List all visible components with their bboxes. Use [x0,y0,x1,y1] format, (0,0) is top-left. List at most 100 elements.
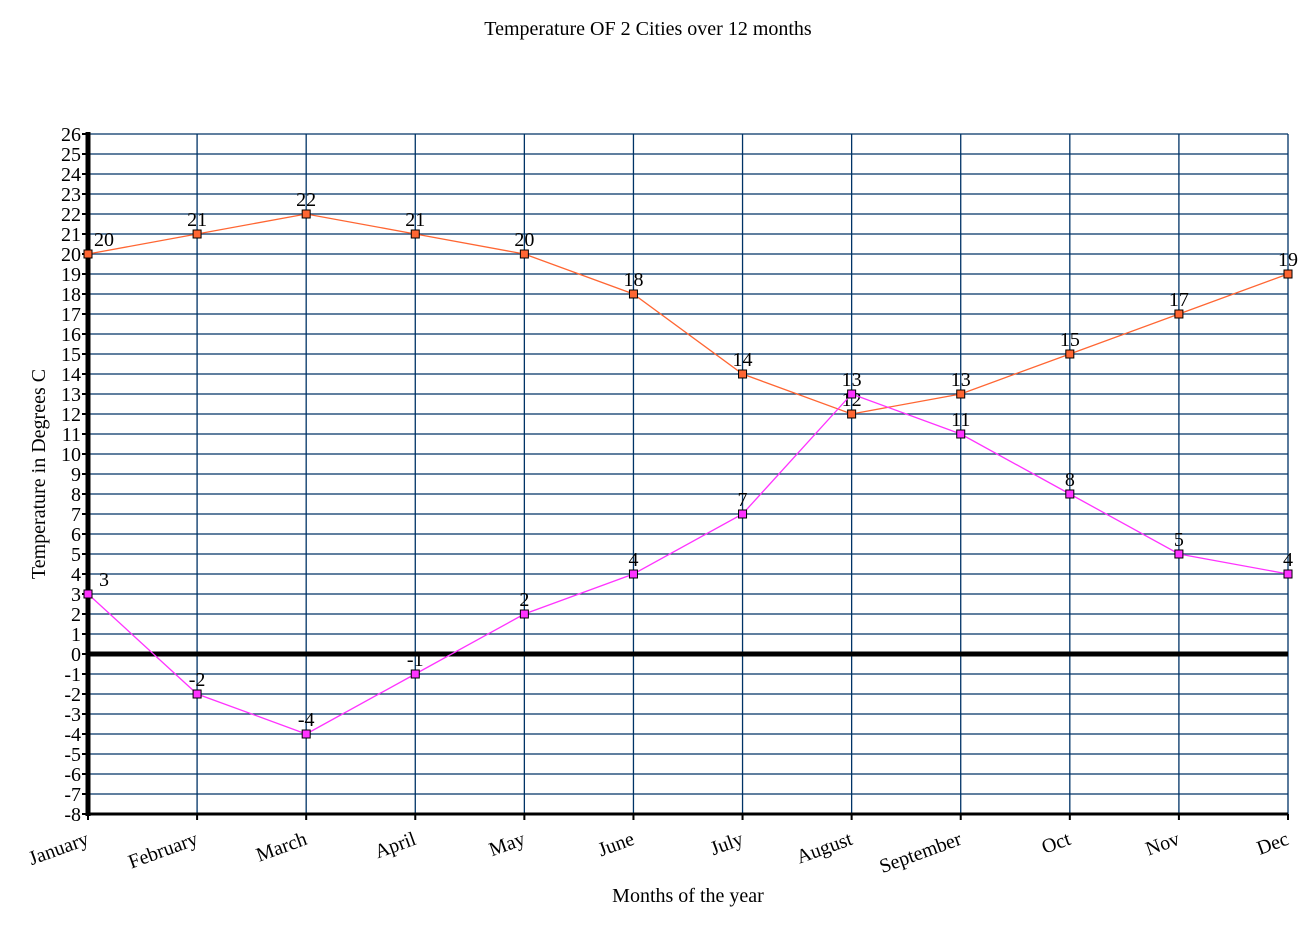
data-point [956,389,966,399]
data-label: 20 [514,229,534,251]
x-tick-label: June [595,828,637,861]
y-tick-label: 8 [71,484,81,506]
y-tick-label: 2 [71,604,81,626]
series-line [87,393,1289,735]
x-tick-label: Dec [1254,828,1292,860]
y-tick-label: 16 [61,324,81,346]
grid [88,133,1289,815]
series-group: 2021222120181412131517193-2-4-1247131185… [83,189,1298,739]
data-label: 12 [842,389,862,411]
x-tick-label: March [253,828,310,867]
data-point [1174,309,1184,319]
data-label: 4 [1283,549,1293,571]
axes [82,132,1289,820]
data-label: 11 [951,409,970,431]
x-tick-label: September [877,828,965,878]
y-tick-label: -4 [64,724,81,746]
data-label: 18 [623,269,643,291]
y-tick-label: -7 [64,784,81,806]
y-tick-label: 0 [71,644,81,666]
data-label: 15 [1060,329,1080,351]
data-label: -1 [407,649,424,671]
data-label: 13 [951,369,971,391]
y-tick-label: -6 [64,764,81,786]
y-tick-label: 4 [71,564,81,586]
data-point [1065,349,1075,359]
data-point [847,389,857,399]
data-point [301,209,311,219]
data-point [628,289,638,299]
data-label: 17 [1169,289,1189,311]
y-tick-label: 14 [61,364,81,386]
y-tick-label: -2 [64,684,81,706]
y-tick-label: 5 [71,544,81,566]
y-tick-labels: -8-7-6-5-4-3-2-1012345678910111213141516… [61,124,81,826]
data-point [301,729,311,739]
data-point [1283,269,1293,279]
y-tick-label: 21 [61,224,81,246]
x-tick-label: April [372,828,420,863]
x-tick-labels: January February March April May June July Augu… [26,828,1292,878]
data-label: -4 [298,709,315,731]
y-tick-label: 6 [71,524,81,546]
x-tick-label: July [707,828,746,860]
y-tick-label: 7 [71,504,81,526]
data-label: 20 [94,229,114,251]
x-tick-label: February [125,828,200,873]
x-axis-label: Months of the year [612,885,764,907]
y-tick-label: -1 [64,664,81,686]
data-label: 7 [738,489,748,511]
data-point [83,249,93,259]
y-tick-label: 26 [61,124,81,146]
data-label: -2 [189,669,206,691]
y-tick-label: 3 [71,584,81,606]
y-tick-label: 20 [61,244,81,266]
y-tick-label: -8 [64,804,81,826]
data-label: 21 [405,209,425,231]
data-label: 5 [1174,529,1184,551]
y-tick-label: 22 [61,204,81,226]
series-line [87,213,1289,415]
y-tick-label: 17 [61,304,81,326]
y-tick-label: 12 [61,404,81,426]
data-label: 4 [628,549,638,571]
y-tick-label: 23 [61,184,81,206]
y-tick-label: -5 [64,744,81,766]
y-tick-label: 13 [61,384,81,406]
data-label: 13 [842,369,862,391]
y-tick-label: 1 [71,624,81,646]
data-point [628,569,638,579]
y-tick-label: 24 [61,164,81,186]
data-point [956,429,966,439]
data-label: 21 [187,209,207,231]
data-point [519,249,529,259]
y-tick-label: 25 [61,144,81,166]
data-point [519,609,529,619]
y-tick-label: 15 [61,344,81,366]
data-label: 14 [733,349,753,371]
x-tick-label: August [794,828,856,869]
y-tick-label: 19 [61,264,81,286]
y-tick-label: 9 [71,464,81,486]
data-point [192,229,202,239]
data-point [1065,489,1075,499]
data-point [83,589,93,599]
data-label: 3 [99,569,109,591]
data-point [1174,549,1184,559]
y-tick-label: 18 [61,284,81,306]
data-label: 2 [519,589,529,611]
y-tick-label: 10 [61,444,81,466]
data-label: 8 [1065,469,1075,491]
data-point [1283,569,1293,579]
x-tick-label: Oct [1039,828,1074,859]
data-point [192,689,202,699]
y-axis-label: Temperature in Degrees C [28,369,50,579]
x-tick-label: Nov [1143,828,1183,860]
data-point [738,509,748,519]
data-point [847,409,857,419]
y-tick-label: 11 [62,424,81,446]
chart-title: Temperature OF 2 Cities over 12 months [484,18,812,40]
x-tick-label: May [486,828,528,861]
